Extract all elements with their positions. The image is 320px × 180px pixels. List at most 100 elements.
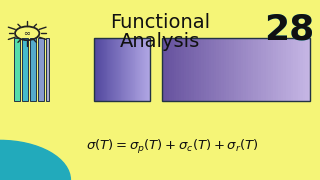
Bar: [101, 38, 102, 101]
Bar: [142, 38, 143, 101]
Bar: [174, 38, 177, 101]
Bar: [169, 38, 172, 101]
Bar: [226, 38, 229, 101]
Bar: [281, 38, 284, 101]
Bar: [162, 38, 310, 101]
Bar: [263, 38, 266, 101]
Bar: [123, 38, 124, 101]
Bar: [236, 38, 239, 101]
Bar: [261, 38, 264, 101]
Bar: [283, 38, 286, 101]
Bar: [120, 38, 121, 101]
Bar: [172, 38, 174, 101]
Bar: [179, 38, 182, 101]
Bar: [22, 38, 28, 101]
Bar: [107, 38, 108, 101]
Bar: [148, 38, 150, 101]
Bar: [196, 38, 199, 101]
Bar: [128, 38, 129, 101]
Bar: [108, 38, 110, 101]
Bar: [194, 38, 196, 101]
Text: 28: 28: [264, 13, 315, 47]
Bar: [104, 38, 105, 101]
Bar: [216, 38, 219, 101]
Bar: [268, 38, 271, 101]
Bar: [246, 38, 249, 101]
Bar: [38, 38, 44, 101]
Bar: [214, 38, 217, 101]
Bar: [131, 38, 132, 101]
Bar: [117, 38, 118, 101]
Bar: [149, 38, 151, 101]
Bar: [266, 38, 268, 101]
Bar: [134, 38, 135, 101]
Bar: [98, 38, 100, 101]
Bar: [30, 38, 36, 101]
Bar: [288, 38, 291, 101]
Bar: [177, 38, 179, 101]
Bar: [113, 38, 114, 101]
Bar: [122, 38, 124, 101]
Bar: [116, 38, 117, 101]
Bar: [97, 38, 99, 101]
Bar: [46, 38, 49, 101]
Bar: [248, 38, 251, 101]
Bar: [298, 38, 301, 101]
Bar: [251, 38, 254, 101]
Bar: [144, 38, 145, 101]
Bar: [186, 38, 189, 101]
Bar: [46, 38, 49, 101]
Bar: [134, 38, 136, 101]
Bar: [231, 38, 234, 101]
Bar: [148, 38, 149, 101]
Bar: [121, 38, 122, 101]
Bar: [241, 38, 244, 101]
Bar: [126, 38, 127, 101]
Bar: [209, 38, 212, 101]
Bar: [184, 38, 187, 101]
Bar: [145, 38, 146, 101]
Bar: [103, 38, 104, 101]
Bar: [300, 38, 303, 101]
Bar: [199, 38, 202, 101]
Bar: [139, 38, 140, 101]
Bar: [136, 38, 138, 101]
Bar: [127, 38, 128, 101]
Bar: [124, 38, 125, 101]
Bar: [102, 38, 103, 101]
Bar: [276, 38, 278, 101]
Bar: [132, 38, 133, 101]
Bar: [138, 38, 140, 101]
Bar: [110, 38, 111, 101]
Text: $\sigma(T) = \sigma_p(T) + \sigma_c(T) + \sigma_r(T)$: $\sigma(T) = \sigma_p(T) + \sigma_c(T) +…: [86, 138, 259, 156]
Bar: [206, 38, 209, 101]
Bar: [238, 38, 241, 101]
Bar: [114, 38, 115, 101]
Bar: [181, 38, 184, 101]
Bar: [278, 38, 281, 101]
Bar: [137, 38, 139, 101]
Bar: [167, 38, 169, 101]
Bar: [146, 38, 147, 101]
Bar: [286, 38, 288, 101]
Bar: [105, 38, 106, 101]
Bar: [112, 38, 113, 101]
Bar: [143, 38, 144, 101]
Bar: [224, 38, 227, 101]
Bar: [38, 38, 44, 101]
Bar: [273, 38, 276, 101]
Bar: [164, 38, 167, 101]
Bar: [191, 38, 194, 101]
Bar: [147, 38, 148, 101]
Bar: [141, 38, 142, 101]
Bar: [234, 38, 236, 101]
Bar: [133, 38, 134, 101]
Bar: [140, 38, 141, 101]
Bar: [221, 38, 224, 101]
Bar: [115, 38, 116, 101]
Bar: [189, 38, 192, 101]
Bar: [211, 38, 214, 101]
Bar: [108, 38, 109, 101]
Bar: [271, 38, 274, 101]
Bar: [122, 38, 123, 101]
